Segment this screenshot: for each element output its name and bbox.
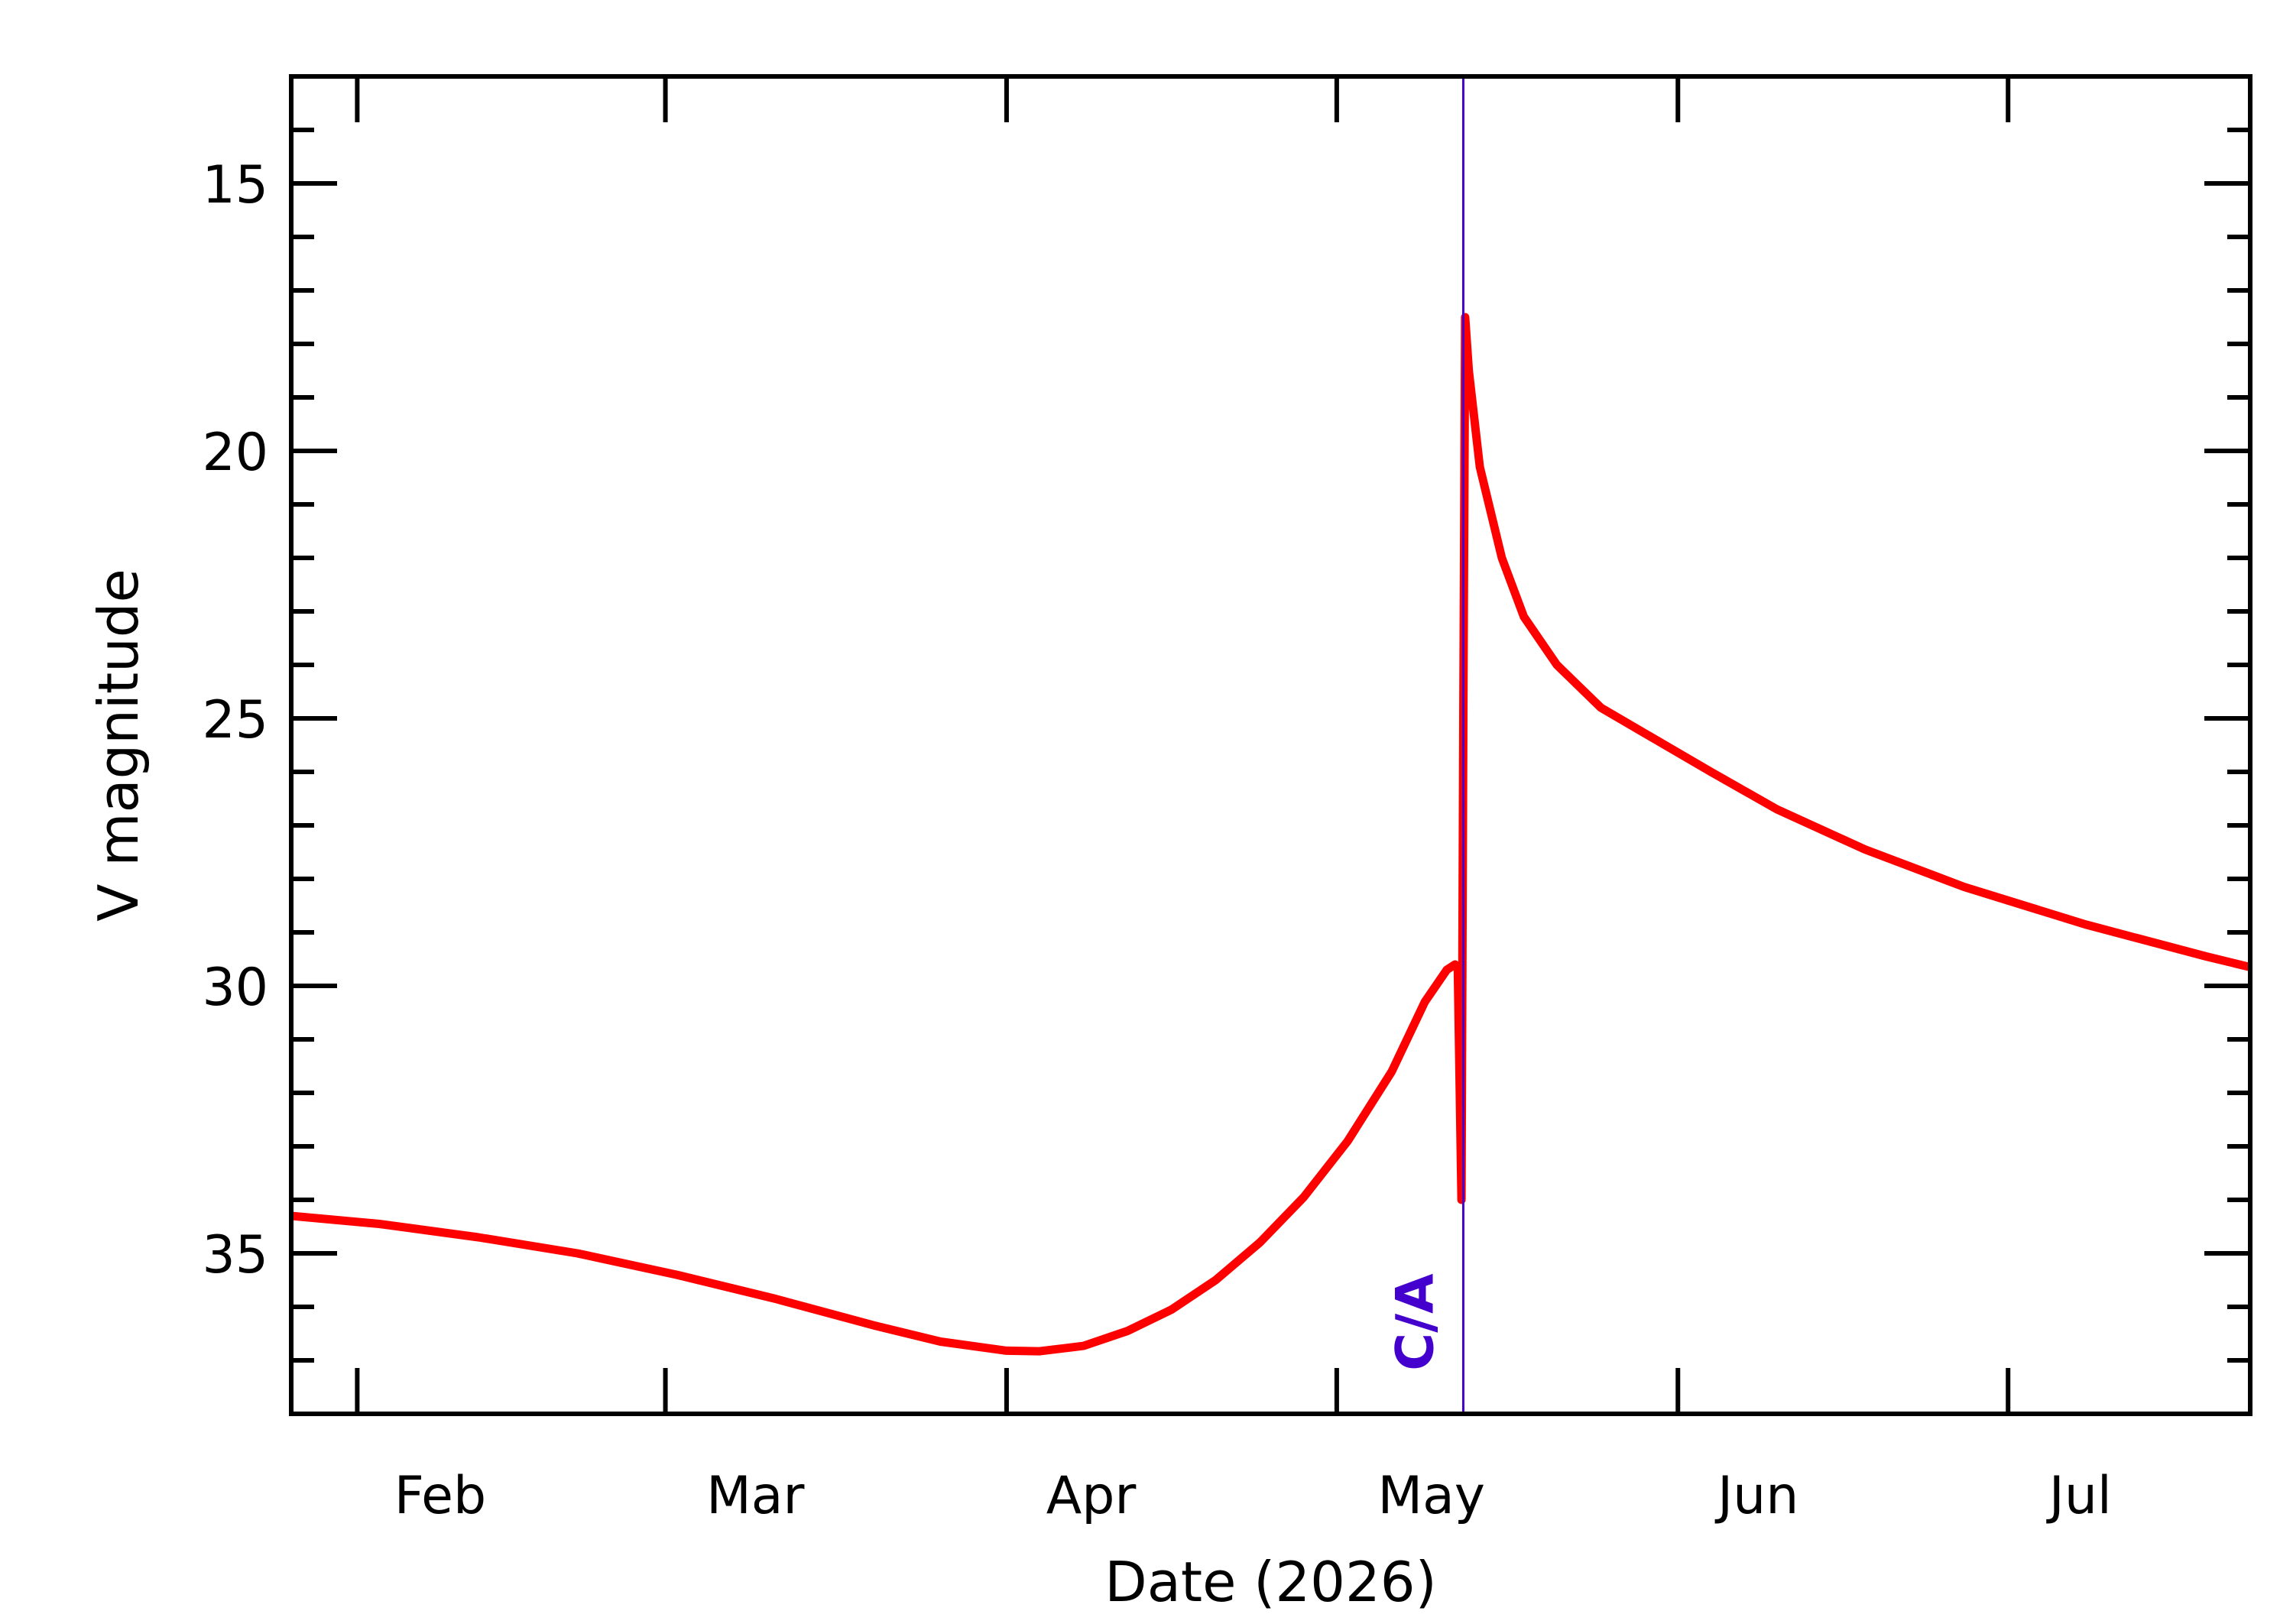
y-tick-label: 15 [202,155,268,216]
ticks-layer [291,74,2250,1416]
closest-approach-label: C/A [1385,1273,1445,1371]
annotations-layer: C/A [1385,76,1464,1414]
y-tick-label: 25 [202,690,268,750]
labels-layer: Feb Mar Apr May Jun Jul 15 20 25 30 35 [202,155,2111,1526]
x-tick-label: Feb [394,1466,486,1526]
x-tick-label: Jul [2046,1466,2112,1526]
y-tick-label: 20 [202,423,268,483]
y-axis-title: V magnitude [86,569,151,922]
y-tick-label: 30 [202,958,268,1018]
x-tick-label: Apr [1046,1466,1137,1526]
y-tick-label: 35 [202,1225,268,1285]
x-tick-label: Mar [706,1466,804,1526]
plot-frame [289,74,2252,1416]
x-axis-title: Date (2026) [1104,1550,1436,1614]
x-tick-label: May [1377,1466,1485,1526]
series-layer [291,313,2250,1356]
x-tick-label: Jun [1714,1466,1798,1526]
series-line-0 [291,313,2250,1356]
